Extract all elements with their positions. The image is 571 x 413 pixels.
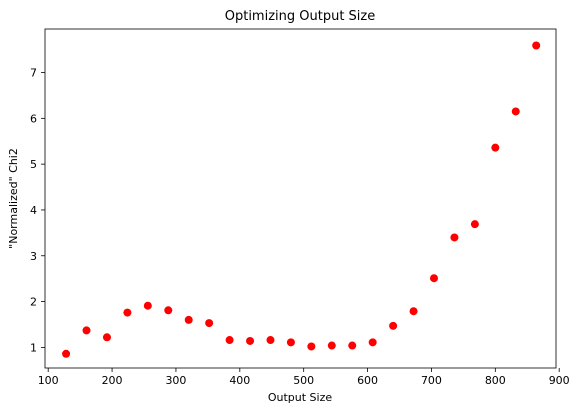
data-point	[266, 336, 275, 345]
x-tick-label: 700	[421, 374, 442, 387]
x-tick-label: 200	[102, 374, 123, 387]
data-point	[327, 341, 336, 350]
y-tick-label: 5	[30, 158, 37, 171]
data-point	[286, 338, 295, 347]
data-point	[409, 307, 418, 316]
data-point	[225, 336, 234, 345]
y-tick-label: 4	[30, 204, 37, 217]
data-point	[532, 41, 541, 50]
y-tick-label: 3	[30, 250, 37, 263]
chart-title: Optimizing Output Size	[225, 9, 376, 24]
data-point	[389, 321, 398, 330]
data-point	[62, 349, 71, 358]
data-point	[205, 319, 214, 328]
data-point	[82, 326, 91, 335]
x-tick-label: 100	[38, 374, 59, 387]
x-axis: 100 200 300 400 500 600 700 800 900	[38, 368, 570, 387]
data-point	[511, 107, 520, 116]
data-point	[164, 306, 173, 315]
data-point	[307, 342, 316, 351]
x-tick-label: 900	[549, 374, 570, 387]
data-point	[450, 233, 459, 242]
data-point	[143, 301, 152, 310]
data-point	[470, 220, 479, 229]
plot-area-frame	[44, 28, 557, 369]
x-tick-label: 400	[229, 374, 250, 387]
y-axis-title: "Normalized" Chi2	[7, 148, 20, 249]
data-point	[491, 143, 500, 152]
data-point	[429, 274, 438, 283]
x-tick-label: 300	[165, 374, 186, 387]
y-tick-label: 6	[30, 112, 37, 125]
y-tick-label: 2	[30, 296, 37, 309]
x-tick-label: 600	[357, 374, 378, 387]
x-tick-label: 800	[485, 374, 506, 387]
y-tick-label: 1	[30, 341, 37, 354]
data-point	[102, 333, 111, 342]
x-tick-label: 500	[293, 374, 314, 387]
data-point	[368, 338, 377, 347]
data-point	[184, 315, 193, 324]
x-axis-title: Output Size	[268, 391, 333, 404]
y-tick-label: 7	[30, 67, 37, 80]
data-point	[123, 308, 132, 317]
y-axis: 1 2 3 4 5 6 7	[30, 67, 45, 354]
data-point	[246, 336, 255, 345]
data-points	[62, 41, 541, 358]
data-point	[348, 341, 357, 350]
